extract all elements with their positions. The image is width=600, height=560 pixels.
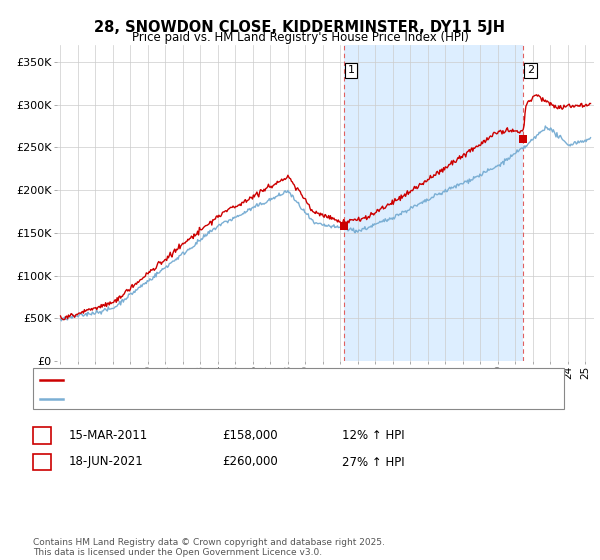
Text: HPI: Average price, semi-detached house, Wyre Forest: HPI: Average price, semi-detached house,… [67,394,351,404]
Text: Contains HM Land Registry data © Crown copyright and database right 2025.
This d: Contains HM Land Registry data © Crown c… [33,538,385,557]
Text: 18-JUN-2021: 18-JUN-2021 [69,455,144,469]
Text: 12% ↑ HPI: 12% ↑ HPI [342,429,404,442]
Text: 15-MAR-2011: 15-MAR-2011 [69,429,148,442]
Text: 28, SNOWDON CLOSE, KIDDERMINSTER, DY11 5JH: 28, SNOWDON CLOSE, KIDDERMINSTER, DY11 5… [95,20,505,35]
Text: 28, SNOWDON CLOSE, KIDDERMINSTER, DY11 5JH (semi-detached house): 28, SNOWDON CLOSE, KIDDERMINSTER, DY11 5… [67,375,451,385]
Text: 2: 2 [527,66,534,76]
Text: 2: 2 [38,455,46,469]
Text: £260,000: £260,000 [222,455,278,469]
Text: 1: 1 [347,66,355,76]
Bar [344,45,523,361]
Text: £158,000: £158,000 [222,429,278,442]
Text: Price paid vs. HM Land Registry's House Price Index (HPI): Price paid vs. HM Land Registry's House … [131,31,469,44]
Text: 1: 1 [38,429,46,442]
Text: 27% ↑ HPI: 27% ↑ HPI [342,455,404,469]
